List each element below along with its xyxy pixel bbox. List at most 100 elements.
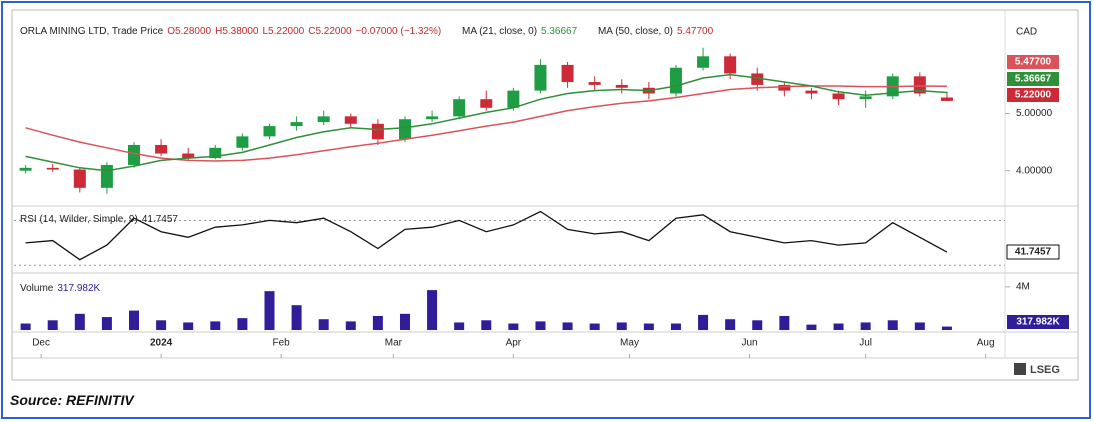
candle-body [913,76,926,94]
candle-body [317,116,330,123]
price-last: 5.22000 [1015,90,1052,101]
candle-body [182,153,195,159]
candle-body [155,144,168,154]
candle-body [290,122,303,127]
candle-body [128,144,141,165]
ma50-value: 5.47700 [677,26,714,37]
volume-bar [562,322,573,330]
moving-average [25,85,947,162]
candle-body [426,116,439,120]
volume-tick-label: 4M [1016,282,1030,293]
candle-body [859,96,872,100]
volume-bar [779,315,790,330]
candle-body [805,90,818,94]
candle-body [398,119,411,140]
ma50-last: 5.47700 [1015,57,1052,68]
volume-bar [860,322,871,330]
price-last-box [1007,88,1059,102]
candle-body [615,84,628,88]
volume-bar [643,323,654,330]
volume-bar [345,321,356,330]
rsi-header: RSI (14, Wilder, Simple, 9) 41.7457 [20,214,182,225]
candle-body [480,99,493,108]
volume-bar [129,310,140,330]
volume-bar [508,323,519,330]
volume-last: 317.982K [1016,317,1060,328]
volume-bar [616,322,627,330]
candle-body [751,73,764,85]
volume-bar [156,320,167,330]
volume-bar [101,317,112,330]
x-tick-label: Feb [272,338,290,349]
volume-bar [210,321,221,330]
candle-body [669,67,682,94]
candle-body [73,169,86,188]
volume-bar [941,326,952,330]
candle-body [263,126,276,137]
volume-bar [237,318,248,330]
volume-bar [399,313,410,330]
x-tick-label: Jun [741,338,757,349]
candle-body [453,99,466,117]
x-tick-label: Dec [32,338,50,349]
candle-body [697,56,710,68]
volume-bar [535,321,546,330]
volume-bar [725,319,736,330]
change: −0.07000 (−1.32%) [355,26,442,37]
ma50-last-box [1007,55,1059,69]
candle-body [344,116,357,124]
x-tick-label: Mar [385,338,403,349]
rsi-name: RSI (14, Wilder, Simple, 9) [20,214,138,225]
x-tick-label: Jul [859,338,872,349]
logo-icon [1014,363,1026,375]
volume-bar [454,322,465,330]
volume-bar [20,323,31,330]
rsi-value: 41.7457 [141,214,178,225]
price-header: ORLA MINING LTD, Trade Price O5.28000 H5.3… [20,26,717,37]
volume-bar [589,323,600,330]
candle-body [940,97,953,101]
volume-bar [264,291,275,330]
volume-bar [318,319,329,330]
moving-average [25,73,947,172]
source: Source: REFINITIV [10,392,134,408]
candle-body [778,84,791,91]
volume-bar [74,313,85,330]
volume-bar [670,323,681,330]
y-tick-label: 4.00000 [1016,165,1053,176]
volume-bar [833,323,844,330]
title: ORLA MINING LTD, Trade Price [20,26,164,37]
volume-bar [752,320,763,330]
volume-bar [47,320,58,330]
y-tick-label: 5.00000 [1016,108,1053,119]
close: C5.22000 [308,26,352,37]
candle-body [832,93,845,100]
candle-body [236,136,249,148]
volume-bar [806,324,817,330]
ma50-name: MA (50, close, 0) [597,26,673,37]
candle-body [46,167,59,170]
ma21-name: MA (21, close, 0) [462,26,538,37]
volume-name: Volume [20,283,54,294]
volume-bar [427,290,438,330]
volume-value: 317.982K [57,283,101,294]
volume-bar [481,320,492,330]
candle-body [19,167,32,171]
ma21-last-box [1007,72,1059,86]
ma21-value: 5.36667 [541,26,578,37]
volume-bar [914,322,925,330]
volume-bar [183,322,194,330]
x-tick-label: Apr [506,338,522,349]
x-tick-label: Aug [977,338,995,349]
candle-body [588,82,601,85]
rsi-line [25,210,948,261]
candle-body [209,147,222,159]
x-tick-label: 2024 [150,338,173,349]
rsi-last-box [1006,244,1060,260]
candle-body [534,64,547,91]
volume-bar [372,315,383,330]
volume-bar [887,320,898,330]
